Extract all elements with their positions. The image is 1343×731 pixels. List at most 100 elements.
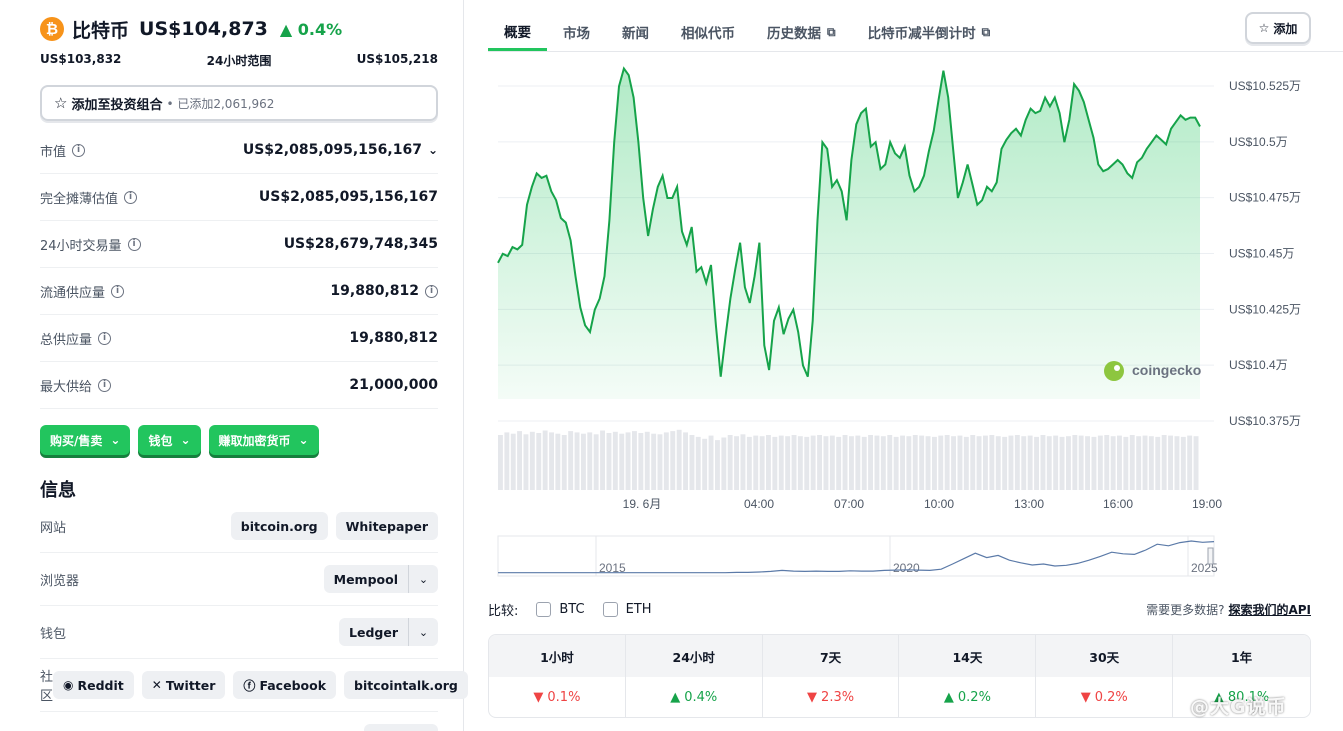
volume-bar	[1110, 436, 1116, 490]
button-label: 赚取加密货币	[218, 433, 291, 448]
caret-up-icon: ▲	[279, 19, 293, 39]
info-row-explorer: 浏览器 Mempool ⌄	[40, 553, 438, 606]
volume-bar	[995, 436, 1001, 490]
volume-bar	[791, 435, 797, 490]
info-icon[interactable]: i	[425, 284, 438, 298]
info-icon[interactable]: i	[98, 331, 112, 345]
volume-bar	[536, 433, 542, 490]
volume-bar	[836, 436, 842, 490]
button-label: 添加	[1273, 21, 1298, 36]
tab-bar: 概要 市场 新闻 相似代币 历史数据 ⧉ 比特币减半倒计时 ⧉	[488, 13, 1006, 51]
chevron-down-icon: ⌄	[298, 433, 309, 447]
checkbox[interactable]	[602, 602, 618, 617]
wallet-link[interactable]: Ledger	[349, 624, 398, 640]
chevron-down-icon: ⌄	[180, 433, 191, 447]
tab-similar-coins[interactable]: 相似代币	[681, 26, 735, 42]
volume-bar	[951, 436, 956, 490]
range-high: US$105,218	[356, 52, 438, 66]
volume-bar	[880, 436, 886, 490]
overview-frame[interactable]	[497, 535, 1215, 577]
volume-bar	[695, 436, 701, 490]
info-icon[interactable]: i	[127, 237, 141, 251]
more-data-text: 需要更多数据?	[1146, 603, 1225, 617]
wallet-dropdown[interactable]: Ledger ⌄	[339, 618, 438, 646]
portfolio-label: 添加至投资组合	[71, 97, 163, 113]
tab-label: 历史数据	[767, 26, 821, 42]
volume-bar	[721, 437, 727, 490]
perf-cell: ▲ 80.1%	[1173, 677, 1310, 717]
volume-bar	[517, 431, 522, 490]
volume-bar	[670, 431, 676, 490]
checkbox[interactable]	[536, 602, 552, 617]
volume-bar	[970, 435, 976, 490]
stat-max-supply: 最大供给 i 21,000,000	[40, 362, 438, 409]
api-link[interactable]: 探索我们的API	[1228, 603, 1311, 617]
volume-bar	[510, 433, 516, 490]
add-to-portfolio-button[interactable]: ☆ 添加至投资组合 • 已添加2,061,962	[40, 85, 438, 121]
info-icon[interactable]: i	[72, 143, 86, 157]
volume-bar	[568, 431, 574, 490]
range-handle[interactable]	[1207, 547, 1214, 565]
volume-bar	[1040, 435, 1046, 490]
caret-up-icon: ▲	[1213, 689, 1224, 705]
compare-eth[interactable]: ETH	[602, 602, 652, 617]
volume-bar	[504, 432, 510, 490]
coin-info-panel: ₿ 比特币 US$104,873 ▲ 0.4% US$103,832 24小时范…	[0, 0, 468, 731]
volume-bar	[663, 432, 669, 490]
volume-bar	[868, 435, 873, 490]
volume-bar	[944, 435, 950, 490]
buy-sell-button[interactable]: 购买/售卖 ⌄	[40, 425, 131, 455]
wallet-button[interactable]: 钱包 ⌄	[138, 425, 201, 455]
x-tick-label: 04:00	[744, 497, 774, 511]
volume-bar	[523, 434, 529, 490]
stat-value: US$2,085,095,156,167	[242, 142, 422, 158]
info-icon[interactable]: i	[124, 190, 138, 204]
website-link[interactable]: bitcoin.org	[230, 512, 328, 540]
twitter-link[interactable]: ✕ Twitter	[141, 671, 226, 699]
tab-halving-countdown[interactable]: 比特币减半倒计时 ⧉	[852, 13, 1007, 51]
market-cap-value[interactable]: US$2,085,095,156,167 ⌄	[243, 142, 438, 158]
main-panel: 概要 市场 新闻 相似代币 历史数据 ⧉ 比特币减半倒计时 ⧉ ☆ 添加 US$10.…	[464, 0, 1343, 731]
info-icon[interactable]: i	[98, 378, 112, 392]
volume-bar	[893, 436, 899, 490]
volume-bar	[740, 434, 746, 490]
price-chart[interactable]: US$10.525万 US$10.5万 US$10.475万 US$10.45万 US$…	[464, 56, 1343, 586]
y-tick-label: US$10.525万	[1229, 79, 1301, 93]
volume-bar	[606, 433, 612, 490]
tab-overview[interactable]: 概要	[488, 13, 547, 51]
chevron-down-icon[interactable]: ⌄	[408, 565, 438, 593]
price-change-value: 0.4%	[297, 19, 343, 39]
whitepaper-link[interactable]: Whitepaper	[335, 512, 438, 540]
explorer-dropdown[interactable]: Mempool ⌄	[323, 565, 438, 593]
info-icon[interactable]: i	[111, 284, 125, 298]
compare-btc[interactable]: BTC	[536, 602, 585, 617]
reddit-link[interactable]: ◉ Reddit	[53, 671, 134, 699]
facebook-link[interactable]: ⓕ Facebook	[233, 671, 337, 699]
earn-crypto-button[interactable]: 赚取加密货币 ⌄	[208, 425, 319, 455]
volume-bar	[1193, 436, 1199, 490]
explorer-link[interactable]: Mempool	[333, 571, 398, 587]
chevron-down-icon[interactable]: ⌄	[427, 143, 438, 157]
volume-bar	[900, 435, 905, 490]
coin-price: US$104,873	[139, 18, 268, 40]
volume-bar	[581, 433, 586, 490]
bitcointalk-link[interactable]: bitcointalk.org	[344, 671, 468, 699]
tab-historical-data[interactable]: 历史数据 ⧉	[751, 13, 852, 51]
add-watchlist-button[interactable]: ☆ 添加	[1245, 12, 1311, 44]
volume-bar	[842, 435, 848, 490]
volume-bar	[925, 436, 931, 490]
tab-news[interactable]: 新闻	[622, 26, 649, 42]
stat-circulating-supply: 流通供应量 i 19,880,812 i	[40, 268, 438, 315]
x-tick-label: 10:00	[924, 497, 954, 511]
volume-bar	[542, 430, 548, 490]
tab-markets[interactable]: 市场	[563, 26, 590, 42]
facebook-icon: ⓕ	[243, 678, 256, 693]
chevron-down-icon[interactable]: ⌄	[408, 618, 438, 646]
stat-label: 流通供应量	[40, 285, 106, 301]
y-tick-label: US$10.375万	[1229, 414, 1301, 428]
volume-bar	[498, 435, 503, 490]
volume-bar	[804, 436, 810, 490]
volume-bar	[1085, 436, 1090, 490]
info-row-community: 社区 ◉ Reddit ✕ Twitter ⓕ Facebook bitcointal…	[40, 659, 468, 712]
volume-bar	[1136, 436, 1142, 490]
